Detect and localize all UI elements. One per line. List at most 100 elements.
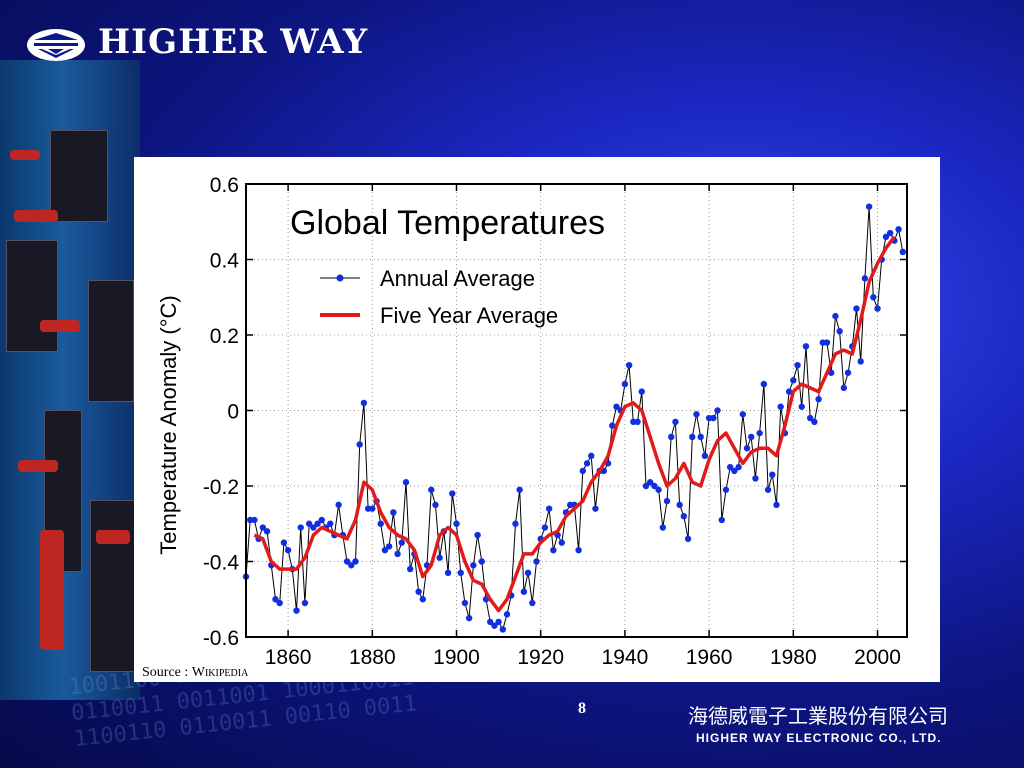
- annual-average-point: [668, 433, 675, 441]
- chart-title: Global Temperatures: [290, 204, 605, 242]
- annual-average-point: [524, 569, 532, 577]
- brand-name: HIGHER WAY: [98, 22, 369, 62]
- annual-average-point: [634, 418, 641, 426]
- annual-average-point: [701, 452, 709, 459]
- annual-average-point: [453, 520, 460, 527]
- annual-average-point: [541, 524, 549, 531]
- annual-average-point: [406, 565, 414, 573]
- annual-average-point: [369, 505, 376, 512]
- x-tick-label: 1960: [686, 646, 733, 669]
- annual-average-point: [276, 599, 283, 607]
- annual-average-point: [806, 414, 814, 422]
- x-tick-label: 1880: [349, 646, 396, 669]
- company-name-english: HIGHER WAY ELECTRONIC CO., LTD.: [696, 731, 942, 745]
- circuit-board-image: [0, 60, 140, 700]
- y-tick-label: 0.6: [210, 174, 239, 197]
- annual-average-point: [642, 482, 650, 490]
- annual-average-point: [613, 403, 620, 410]
- annual-average-point: [836, 328, 843, 335]
- annual-average-point: [651, 482, 658, 490]
- annual-average-point: [318, 516, 325, 524]
- annual-average-point: [794, 362, 801, 369]
- annual-average-point: [419, 596, 427, 603]
- source-prefix: Source :: [142, 665, 192, 680]
- annual-average-point: [352, 558, 359, 565]
- x-tick-label: 1980: [770, 646, 817, 669]
- annual-average-point: [689, 433, 696, 441]
- annual-average-point: [697, 433, 704, 441]
- annual-average-point: [558, 539, 565, 546]
- annual-average-point: [381, 546, 389, 554]
- annual-average-point: [823, 339, 831, 346]
- annual-average-point: [356, 441, 363, 448]
- chart-panel: 0.6 0.4 0.2 0 -0.2 -0.4 -0.6 1860 1880 1900 1920 1…: [134, 157, 940, 682]
- annual-average-point: [478, 558, 485, 565]
- company-name-chinese: 海德威電子工業股份有限公司: [688, 704, 948, 728]
- temperature-chart: 0.60.40.20-0.2-0.4-0.6 1860 1880 1900 1920 1…: [156, 174, 908, 669]
- annual-average-point: [865, 203, 873, 210]
- higher-way-logo-icon: [27, 29, 85, 61]
- annual-average-point: [314, 520, 321, 527]
- page-number: 8: [578, 700, 586, 717]
- annual-average-point: [769, 471, 776, 478]
- annual-average-point: [491, 622, 498, 629]
- annual-average-point: [360, 399, 368, 407]
- annual-average-point: [764, 486, 772, 493]
- annual-average-point: [790, 377, 797, 384]
- annual-average-point: [402, 479, 410, 486]
- plot-frame: [245, 183, 908, 638]
- annual-average-point: [802, 343, 810, 350]
- annual-average-point: [444, 569, 452, 577]
- annual-average-point: [529, 599, 536, 607]
- annual-average-point: [251, 516, 258, 524]
- annual-average-point: [327, 520, 334, 527]
- annual-average-point: [714, 407, 721, 414]
- annual-average-point: [726, 463, 734, 471]
- y-tick-label: 0: [227, 401, 239, 424]
- annual-average-point: [516, 486, 523, 493]
- annual-average-point: [474, 531, 481, 539]
- annual-average-point: [470, 562, 477, 569]
- annual-average-point: [575, 546, 582, 554]
- annual-average-point: [684, 535, 692, 543]
- annual-average-point: [710, 414, 717, 422]
- annual-average-point: [550, 546, 557, 554]
- annual-average-point: [663, 497, 671, 505]
- x-tick-label: 1900: [433, 646, 480, 669]
- annual-average-point: [785, 388, 793, 395]
- annual-average-point: [259, 524, 267, 531]
- annual-average-point: [844, 369, 852, 376]
- annual-average-point: [621, 380, 629, 388]
- annual-average-point: [486, 618, 494, 626]
- annual-average-point: [735, 463, 742, 471]
- annual-average-point: [798, 403, 805, 410]
- annual-average-point: [811, 418, 818, 426]
- annual-average-point: [638, 388, 645, 395]
- y-axis-label: Temperature Anomaly (°C): [156, 295, 181, 554]
- annual-average-point: [272, 596, 279, 603]
- annual-average-point: [625, 362, 633, 369]
- annual-average-point: [495, 618, 502, 626]
- annual-average-point: [512, 520, 519, 527]
- x-tick-label: 2000: [854, 646, 901, 669]
- annual-average-point: [693, 411, 700, 418]
- annual-average-point: [415, 588, 422, 595]
- annual-average-point: [739, 411, 747, 418]
- annual-average-point: [886, 229, 894, 237]
- annual-average-point: [310, 524, 317, 531]
- annual-average-point: [297, 524, 304, 531]
- legend-annual-label: Annual Average: [380, 266, 535, 291]
- annual-average-point: [293, 607, 300, 614]
- annual-average-line: [245, 206, 904, 631]
- y-tick-label: 0.4: [210, 250, 240, 273]
- legend-five-year-label: Five Year Average: [380, 303, 558, 328]
- annual-average-point: [646, 479, 654, 486]
- y-tick-label: 0.2: [210, 325, 239, 348]
- annual-average-point: [722, 486, 730, 493]
- annual-average-point: [672, 418, 679, 426]
- annual-average-point: [461, 599, 469, 607]
- annual-average-point: [870, 294, 877, 301]
- legend: Annual Average Five Year Average: [320, 266, 558, 328]
- series-five-year-average: [253, 235, 896, 613]
- x-ticks: 1860 1880 1900 1920 1940 1960 1980 2000: [265, 184, 901, 669]
